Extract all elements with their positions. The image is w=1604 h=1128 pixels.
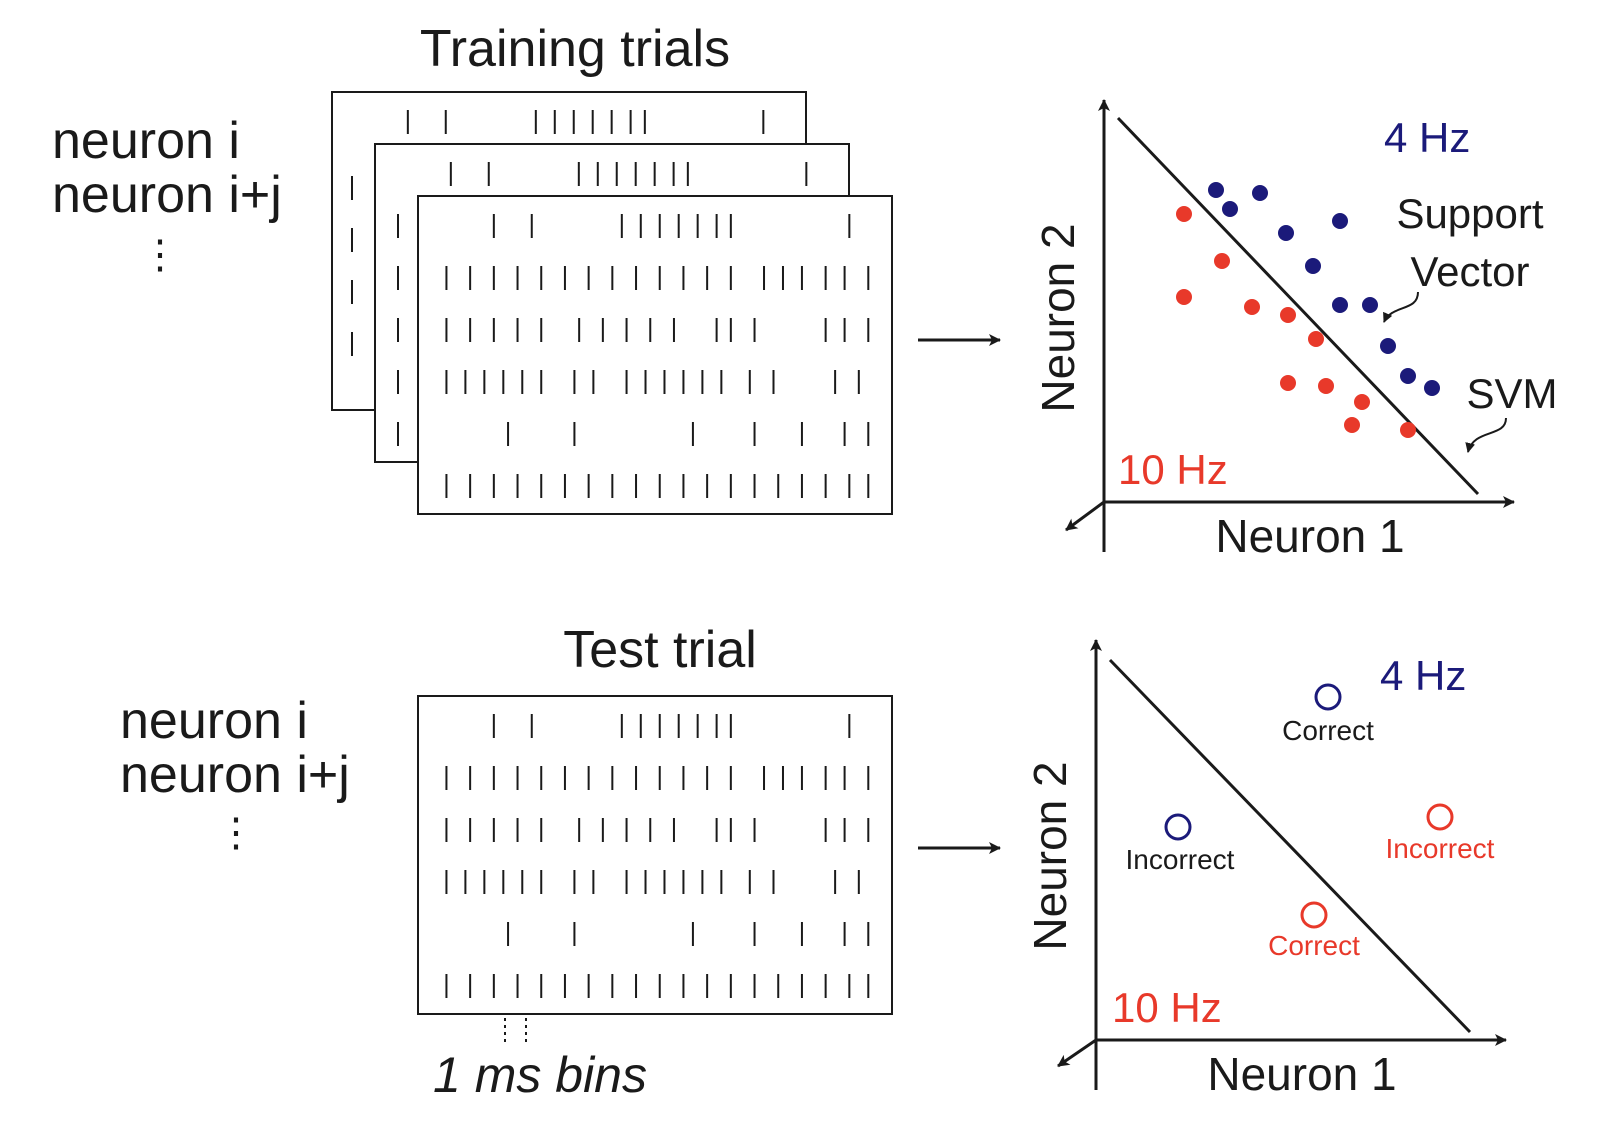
test-raster-card — [417, 695, 893, 1015]
svm-train-4hz-point — [1305, 258, 1321, 274]
svm-train-support-label-1: Support — [1396, 190, 1543, 237]
svm-test-label-10hz: 10 Hz — [1112, 984, 1222, 1031]
training-ellipsis: ⋮ — [140, 233, 180, 277]
svm-train-plot: 4 Hz 10 Hz Support Vector SVM Neuron 1 N… — [1032, 99, 1558, 562]
svm-train-10hz-point — [1344, 417, 1360, 433]
training-raster-card-front-spikes — [445, 214, 870, 498]
svm-train-label-10hz: 10 Hz — [1118, 446, 1228, 493]
training-raster-card-back-spikes — [351, 110, 765, 356]
svm-train-support-label-2: Vector — [1410, 248, 1529, 295]
test-raster-spikes — [445, 714, 870, 998]
svm-train-4hz-point — [1400, 368, 1416, 384]
svm-train-10hz-point — [1244, 299, 1260, 315]
svm-train-svm-label: SVM — [1466, 370, 1557, 417]
test-label-neuron-i: neuron i — [120, 692, 308, 750]
svm-train-y-label: Neuron 2 — [1032, 223, 1084, 412]
svm-train-4hz-point — [1208, 182, 1224, 198]
svm-train-4hz-point — [1252, 185, 1268, 201]
test-point-4hz-incorrect-label: Incorrect — [1126, 844, 1235, 875]
svm-train-10hz-points — [1176, 206, 1416, 438]
training-raster-stack — [331, 91, 893, 515]
svm-test-z-axis — [1057, 1038, 1097, 1068]
test-point-10hz-incorrect — [1426, 803, 1454, 831]
test-ellipsis: ⋮ — [216, 811, 256, 855]
training-row-labels: neuron i neuron i+j ⋮ — [52, 112, 282, 277]
svm-train-10hz-point — [1176, 289, 1192, 305]
svm-train-4hz-point — [1332, 213, 1348, 229]
svm-train-10hz-point — [1280, 307, 1296, 323]
svm-test-label-4hz: 4 Hz — [1380, 652, 1466, 699]
test-point-4hz-incorrect — [1164, 813, 1192, 841]
test-label-neuron-ij: neuron i+j — [120, 746, 350, 804]
test-raster: 1 ms bins — [417, 695, 893, 1103]
training-label-neuron-i: neuron i — [52, 112, 240, 170]
svm-train-4hz-points — [1208, 182, 1440, 396]
svm-train-4hz-point — [1362, 297, 1378, 313]
test-point-10hz-correct — [1300, 901, 1328, 929]
svm-train-10hz-point — [1354, 394, 1370, 410]
svm-train-svm-pointer — [1465, 417, 1507, 453]
svm-train-support-pointer — [1383, 291, 1419, 323]
svm-train-4hz-point — [1380, 338, 1396, 354]
svm-test-decision-boundary — [1108, 658, 1472, 1034]
training-title: Training trials — [420, 20, 730, 78]
svm-train-10hz-point — [1400, 422, 1416, 438]
svm-test-y-label: Neuron 2 — [1024, 761, 1076, 950]
svm-train-4hz-point — [1278, 225, 1294, 241]
svm-train-10hz-point — [1176, 206, 1192, 222]
training-label-neuron-ij: neuron i+j — [52, 166, 282, 224]
svm-train-10hz-point — [1214, 253, 1230, 269]
svm-train-4hz-point — [1424, 380, 1440, 396]
svm-train-10hz-point — [1280, 375, 1296, 391]
svm-train-decision-boundary — [1116, 116, 1480, 496]
test-title: Test trial — [563, 621, 757, 679]
test-point-10hz-incorrect-label: Incorrect — [1386, 833, 1495, 864]
svm-train-4hz-point — [1332, 297, 1348, 313]
test-row-labels: neuron i neuron i+j ⋮ — [120, 692, 350, 855]
training-raster-card-front — [417, 195, 893, 515]
bin-label: 1 ms bins — [433, 1047, 647, 1103]
test-point-10hz-correct-label: Correct — [1268, 930, 1360, 961]
test-point-4hz-correct — [1314, 683, 1342, 711]
svm-train-label-4hz: 4 Hz — [1384, 114, 1470, 161]
svm-train-10hz-point — [1318, 378, 1334, 394]
training-raster-card-middle-spikes — [397, 162, 808, 446]
svm-train-z-axis — [1065, 500, 1105, 532]
svm-train-4hz-point — [1222, 201, 1238, 217]
test-point-4hz-correct-label: Correct — [1282, 715, 1374, 746]
svm-test-plot: 4 Hz 10 Hz Correct Incorrect Incorrect C… — [1024, 639, 1507, 1100]
svm-test-x-label: Neuron 1 — [1207, 1048, 1396, 1100]
svm-train-x-label: Neuron 1 — [1215, 510, 1404, 562]
svm-train-10hz-point — [1308, 331, 1324, 347]
